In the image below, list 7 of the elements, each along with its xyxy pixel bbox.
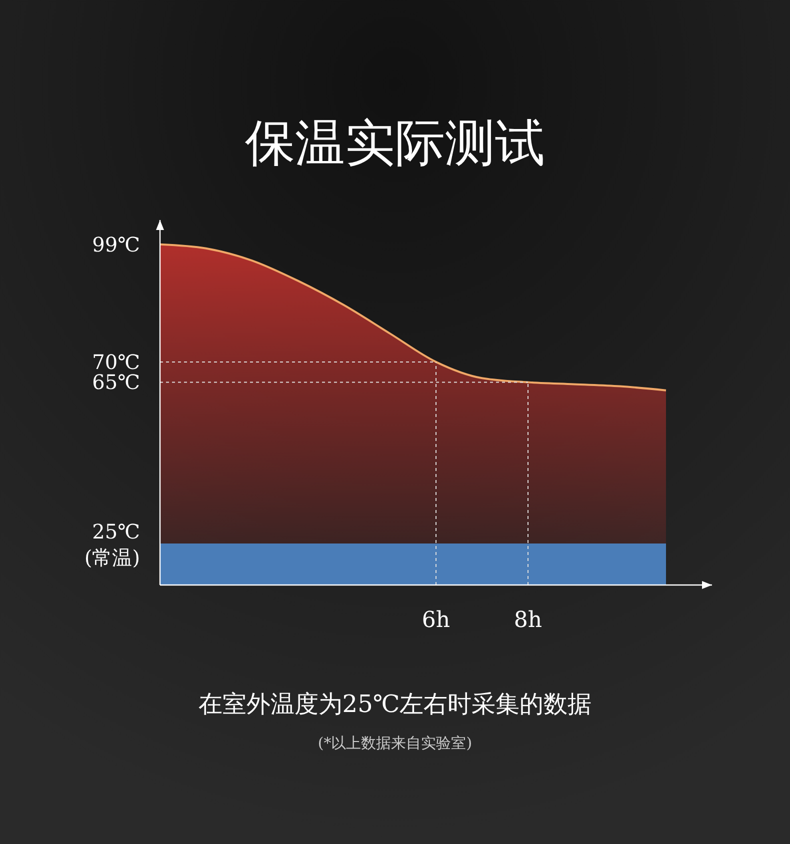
y-tick-label: 99℃ <box>92 232 140 256</box>
text: 在室外温度为25℃左右时采集的数据 <box>198 690 592 718</box>
x-tick-label: 8h <box>514 608 542 633</box>
x-tick-label: 6h <box>422 608 450 633</box>
chart-title: 保温实际测试 <box>245 114 545 172</box>
y-tick-label: 25℃ (常温) <box>84 519 140 570</box>
text: (*以上数据来自实验室) <box>318 734 472 752</box>
